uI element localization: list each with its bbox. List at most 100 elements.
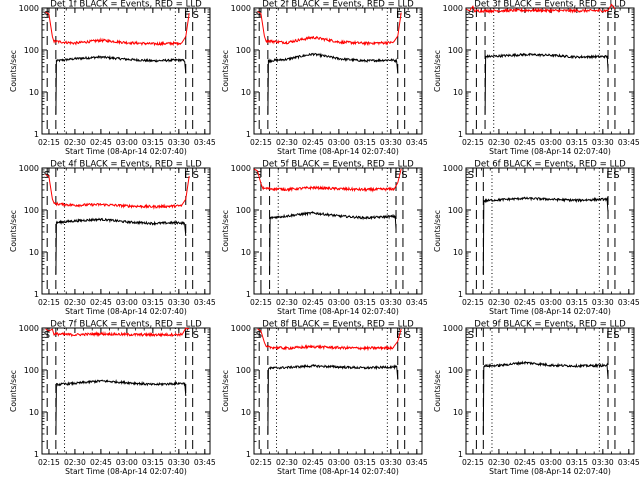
y-tick-label: 1000: [231, 164, 251, 173]
x-tick-label: 03:15: [354, 458, 376, 467]
lld-series-line: [45, 174, 190, 210]
y-tick-label: 1000: [443, 324, 463, 333]
y-axis-label: Counts/sec: [433, 370, 442, 412]
x-tick-label: 02:45: [302, 458, 324, 467]
marker-letter: E: [606, 170, 612, 181]
lld-series-line: [45, 327, 190, 338]
y-tick-label: 100: [236, 46, 251, 55]
y-tick-label: 1000: [231, 4, 251, 13]
y-tick-label: 10: [29, 408, 39, 417]
chart-panel: Det 2f BLACK = Events, RED = LLD 1 10 100 10…: [221, 0, 428, 156]
x-tick-label: 03:45: [194, 298, 216, 307]
x-tick-label: 02:15: [250, 458, 272, 467]
y-tick-label: 10: [241, 88, 251, 97]
x-tick-label: 03:30: [168, 138, 190, 147]
x-tick-label: 03:30: [592, 458, 614, 467]
events-series-line: [484, 52, 609, 115]
x-tick-label: 02:15: [462, 138, 484, 147]
y-tick-label: 1: [458, 290, 463, 299]
x-tick-label: 03:45: [618, 298, 640, 307]
x-tick-label: 03:45: [194, 458, 216, 467]
chart-title: Det 3f BLACK = Events, RED = LLD: [474, 0, 626, 10]
marker-letter: S: [468, 10, 474, 21]
events-series-line: [482, 360, 609, 435]
x-axis-label: Start Time (08-Apr-14 02:07:40): [489, 147, 611, 156]
x-tick-label: 03:30: [380, 138, 402, 147]
y-tick-label: 1: [34, 450, 39, 459]
x-tick-label: 02:30: [488, 298, 510, 307]
events-series-line: [55, 378, 187, 435]
x-tick-label: 02:30: [64, 138, 86, 147]
x-tick-label: 03:00: [328, 138, 350, 147]
plot-frame: [41, 7, 211, 135]
x-tick-label: 02:30: [64, 458, 86, 467]
marker-letter: S: [44, 330, 50, 341]
y-tick-label: 1000: [443, 164, 463, 173]
x-tick-label: 02:45: [90, 298, 112, 307]
x-tick-label: 02:45: [90, 458, 112, 467]
x-tick-label: 03:30: [380, 458, 402, 467]
x-tick-label: 03:15: [566, 138, 588, 147]
marker-letter: S: [193, 330, 199, 341]
x-tick-label: 02:15: [462, 298, 484, 307]
chart-title: Det 5f BLACK = Events, RED = LLD: [262, 160, 414, 170]
y-tick-label: 1: [34, 130, 39, 139]
x-tick-label: 02:30: [64, 298, 86, 307]
events-series-line: [267, 363, 399, 435]
y-tick-label: 10: [453, 248, 463, 257]
x-tick-label: 03:00: [116, 458, 138, 467]
y-tick-label: 1: [246, 290, 251, 299]
x-tick-label: 02:15: [250, 298, 272, 307]
y-tick-label: 100: [448, 206, 463, 215]
chart-panel: Det 9f BLACK = Events, RED = LLD 1 10 100 10…: [433, 320, 640, 477]
y-tick-label: 100: [24, 46, 39, 55]
marker-letter: S: [613, 10, 619, 21]
marker-letter: E: [394, 170, 400, 181]
chart-panel: Det 3f BLACK = Events, RED = LLD 1 10 100 10…: [433, 0, 640, 156]
marker-letter: S: [613, 330, 619, 341]
x-axis-label: Start Time (08-Apr-14 02:07:40): [277, 467, 399, 476]
lld-series-line: [257, 328, 402, 352]
y-tick-label: 100: [448, 366, 463, 375]
marker-letter: S: [193, 170, 199, 181]
chart-title: Det 6f BLACK = Events, RED = LLD: [474, 160, 626, 170]
x-axis-label: Start Time (08-Apr-14 02:07:40): [65, 307, 187, 316]
marker-letter: S: [405, 330, 411, 341]
lld-series-line: [253, 168, 402, 193]
x-axis-label: Start Time (08-Apr-14 02:07:40): [489, 307, 611, 316]
chart-panel: Det 8f BLACK = Events, RED = LLD 1 10 100 10…: [221, 320, 428, 477]
y-tick-label: 100: [236, 366, 251, 375]
y-tick-label: 10: [29, 88, 39, 97]
y-tick-label: 10: [241, 408, 251, 417]
y-axis-label: Counts/sec: [433, 210, 442, 252]
x-tick-label: 03:45: [618, 138, 640, 147]
marker-letter: S: [613, 170, 619, 181]
x-tick-label: 02:15: [38, 458, 60, 467]
events-series-line: [267, 52, 399, 115]
y-tick-label: 1: [458, 450, 463, 459]
x-tick-label: 03:15: [354, 138, 376, 147]
x-tick-label: 02:45: [514, 138, 536, 147]
x-tick-label: 03:45: [194, 138, 216, 147]
y-tick-label: 10: [241, 248, 251, 257]
y-axis-label: Counts/sec: [9, 370, 18, 412]
x-tick-label: 03:45: [406, 138, 428, 147]
y-tick-label: 1000: [19, 164, 39, 173]
x-tick-label: 02:15: [462, 458, 484, 467]
chart-title: Det 4f BLACK = Events, RED = LLD: [50, 160, 202, 170]
y-axis-label: Counts/sec: [221, 370, 230, 412]
y-tick-label: 10: [453, 408, 463, 417]
events-series-line: [482, 196, 609, 275]
marker-letter: E: [184, 10, 190, 21]
y-tick-label: 100: [448, 46, 463, 55]
x-tick-label: 03:15: [566, 458, 588, 467]
plot-frame: [253, 167, 423, 295]
y-tick-label: 1: [34, 290, 39, 299]
chart-panel: Det 4f BLACK = Events, RED = LLD 1 10 100 10…: [9, 160, 216, 317]
y-tick-label: 100: [236, 206, 251, 215]
y-tick-label: 1: [458, 130, 463, 139]
y-axis-label: Counts/sec: [433, 50, 442, 92]
chart-title: Det 2f BLACK = Events, RED = LLD: [262, 0, 414, 10]
x-tick-label: 03:30: [168, 458, 190, 467]
